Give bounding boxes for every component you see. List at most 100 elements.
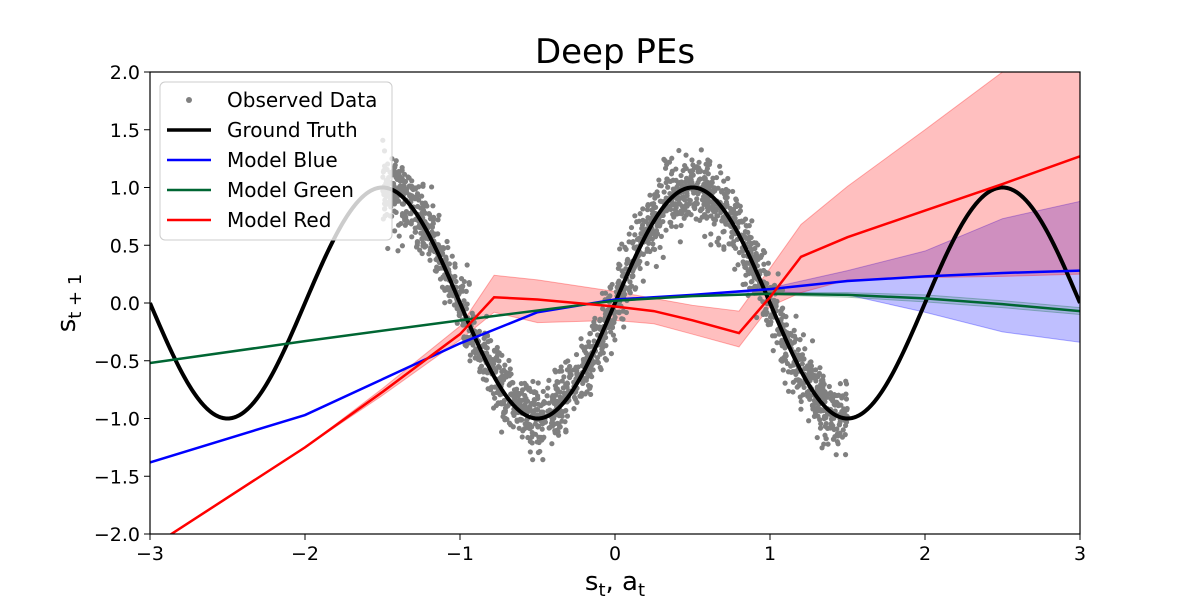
- observed-data-point: [525, 434, 531, 441]
- observed-data-point: [819, 378, 825, 384]
- observed-data-point: [420, 204, 426, 211]
- observed-data-point: [793, 336, 799, 342]
- observed-data-point: [502, 362, 508, 368]
- observed-data-point: [426, 251, 432, 257]
- observed-data-point: [833, 452, 839, 458]
- observed-data-point: [598, 317, 604, 323]
- band-model-red: [170, 72, 1080, 534]
- observed-data-point: [801, 384, 807, 391]
- observed-data-point: [402, 222, 408, 228]
- observed-data-point: [583, 344, 589, 350]
- observed-data-point: [763, 271, 769, 277]
- observed-data-point: [564, 384, 570, 390]
- observed-data-point: [504, 416, 510, 422]
- observed-data-point: [683, 152, 689, 158]
- observed-data-point: [585, 382, 592, 389]
- observed-data-point: [778, 357, 784, 363]
- observed-data-point: [401, 171, 408, 177]
- observed-data-point: [794, 384, 800, 390]
- observed-data-point: [492, 384, 498, 390]
- observed-data-point: [412, 229, 419, 235]
- observed-data-point: [614, 284, 620, 290]
- observed-data-point: [631, 245, 637, 251]
- observed-data-point: [565, 358, 571, 364]
- observed-data-point: [527, 449, 533, 455]
- observed-data-point: [775, 271, 781, 277]
- observed-data-point: [651, 201, 657, 207]
- observed-data-point: [710, 175, 716, 181]
- observed-data-point: [536, 434, 542, 440]
- x-tick-label: −3: [136, 543, 164, 565]
- observed-data-point: [832, 402, 838, 408]
- observed-data-point: [563, 427, 569, 433]
- observed-data-point: [531, 401, 538, 408]
- observed-data-point: [708, 182, 714, 188]
- observed-data-point: [550, 396, 556, 402]
- observed-data-point: [741, 253, 747, 259]
- observed-data-point: [567, 374, 573, 381]
- observed-data-point: [499, 429, 505, 435]
- legend-label-observed: Observed Data: [227, 88, 377, 112]
- observed-data-point: [708, 242, 714, 248]
- observed-data-point: [730, 207, 737, 213]
- observed-data-point: [678, 222, 684, 229]
- observed-data-point: [647, 192, 653, 198]
- observed-data-point: [682, 207, 688, 213]
- x-axis-label: st, at: [585, 567, 645, 600]
- observed-data-point: [752, 256, 758, 262]
- observed-data-point: [757, 268, 763, 274]
- observed-data-point: [529, 429, 535, 436]
- observed-data-point: [808, 363, 815, 369]
- observed-data-point: [419, 250, 425, 257]
- x-tick-label: 1: [764, 543, 776, 565]
- observed-data-point: [780, 367, 786, 373]
- observed-data-point: [722, 195, 728, 201]
- observed-data-point: [797, 337, 803, 343]
- observed-data-point: [644, 260, 650, 267]
- observed-data-point: [559, 413, 565, 419]
- observed-data-point: [668, 219, 674, 226]
- observed-data-point: [783, 353, 789, 359]
- observed-data-point: [460, 288, 466, 294]
- observed-data-point: [575, 364, 581, 370]
- legend-label-model-red: Model Red: [227, 208, 331, 232]
- observed-data-point: [462, 342, 468, 348]
- observed-data-point: [400, 201, 406, 207]
- observed-data-point: [656, 177, 662, 183]
- observed-data-point: [658, 233, 664, 239]
- observed-data-point: [538, 403, 544, 409]
- observed-data-point: [679, 203, 685, 209]
- observed-data-point: [717, 163, 723, 169]
- observed-data-point: [590, 367, 596, 373]
- observed-data-point: [547, 424, 553, 430]
- observed-data-point: [749, 278, 755, 284]
- observed-data-point: [420, 181, 426, 187]
- observed-data-point: [439, 250, 446, 256]
- observed-data-point: [668, 223, 675, 229]
- observed-data-point: [835, 441, 841, 447]
- observed-data-point: [737, 208, 744, 214]
- observed-data-point: [646, 240, 652, 246]
- observed-data-point: [823, 420, 829, 427]
- observed-data-point: [677, 239, 683, 245]
- observed-data-point: [798, 406, 804, 412]
- observed-data-point: [689, 157, 695, 163]
- observed-data-point: [396, 233, 402, 239]
- observed-data-point: [461, 298, 467, 304]
- observed-data-point: [807, 396, 813, 402]
- observed-data-point: [774, 298, 780, 304]
- observed-data-point: [554, 427, 560, 433]
- observed-data-point: [770, 333, 776, 339]
- observed-data-point: [682, 197, 688, 203]
- observed-data-point: [508, 391, 515, 397]
- observed-data-point: [711, 221, 717, 227]
- observed-data-point: [552, 421, 558, 427]
- observed-data-point: [834, 426, 840, 432]
- observed-data-point: [442, 300, 448, 306]
- observed-data-point: [427, 257, 433, 263]
- observed-data-point: [519, 434, 525, 440]
- observed-data-point: [650, 241, 656, 247]
- observed-data-point: [785, 388, 792, 394]
- observed-data-point: [436, 212, 442, 218]
